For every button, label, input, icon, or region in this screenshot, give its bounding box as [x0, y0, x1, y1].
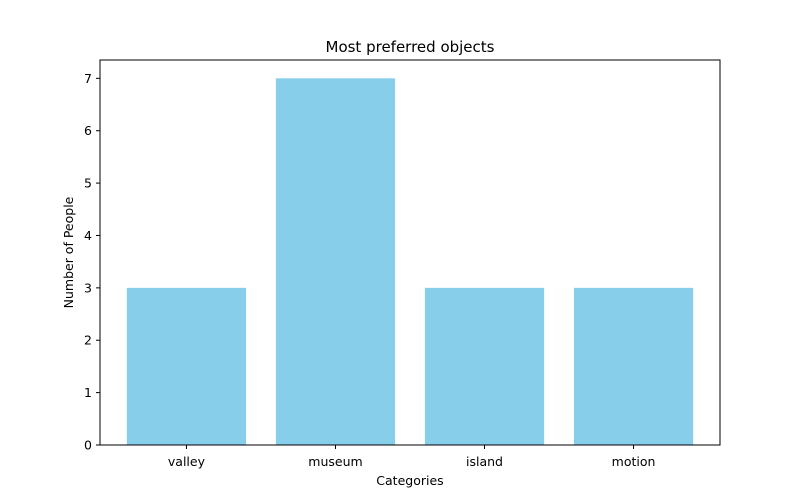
y-tick-label: 4 — [84, 228, 92, 243]
bar-valley — [126, 287, 247, 445]
x-tick-label: valley — [168, 454, 206, 469]
x-tick-label: motion — [612, 454, 656, 469]
y-tick-label: 3 — [84, 280, 92, 295]
x-axis-label: Categories — [376, 473, 443, 488]
y-tick-label: 0 — [84, 438, 92, 453]
y-tick-label: 5 — [84, 176, 92, 191]
y-tick-label: 1 — [84, 385, 92, 400]
x-tick-label: museum — [308, 454, 362, 469]
y-axis: 0 1 2 3 4 5 6 7 — [84, 71, 100, 453]
y-tick-label: 2 — [84, 333, 92, 348]
bars-group — [126, 78, 694, 445]
bar-motion — [573, 287, 694, 445]
bar-island — [424, 287, 545, 445]
plot-frame — [99, 59, 721, 446]
y-tick-label: 6 — [84, 123, 92, 138]
bar-museum — [275, 78, 396, 445]
x-axis: valley museum island motion — [168, 445, 656, 469]
chart-title: Most preferred objects — [326, 38, 495, 56]
x-tick-label: island — [466, 454, 503, 469]
y-tick-label: 7 — [84, 71, 92, 86]
y-axis-label: Number of People — [61, 196, 76, 308]
